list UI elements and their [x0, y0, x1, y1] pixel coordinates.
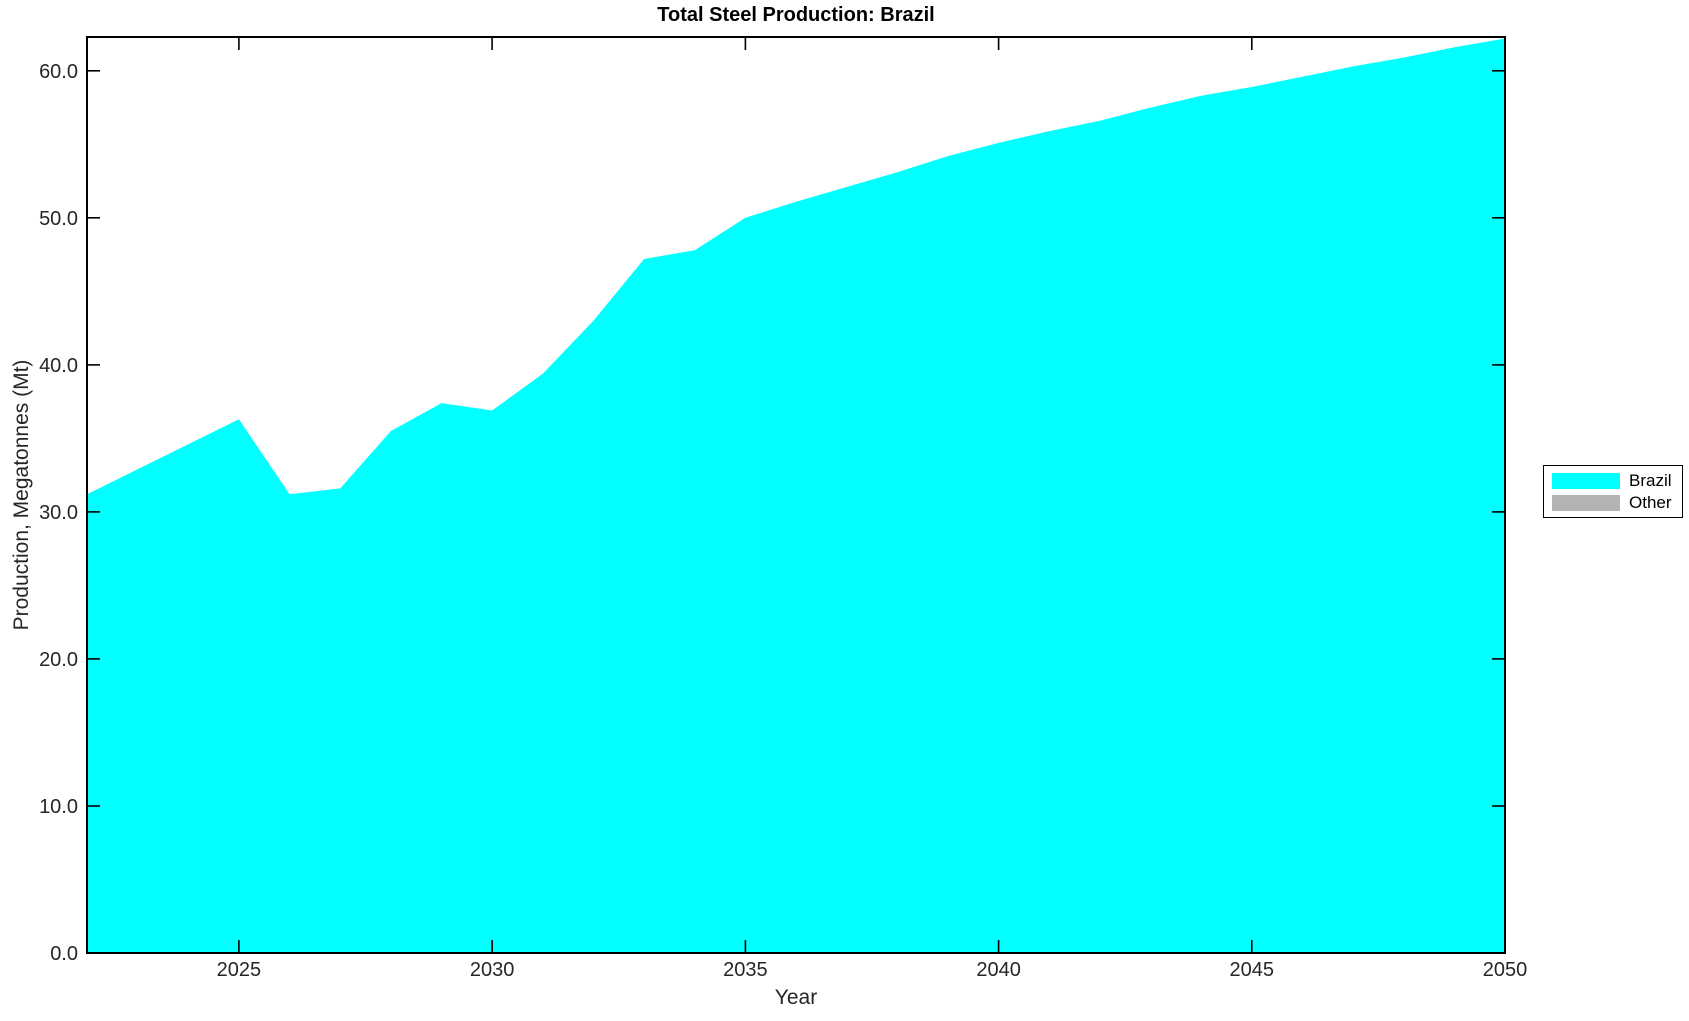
- y-tick-label: 50.0: [39, 208, 78, 230]
- legend-item-other: Other: [1552, 493, 1672, 512]
- plot-frame: [86, 36, 1506, 954]
- y-tick-label: 40.0: [39, 355, 78, 377]
- legend-swatch-brazil: [1552, 472, 1620, 489]
- legend-item-brazil: Brazil: [1552, 471, 1672, 490]
- legend-label: Brazil: [1629, 470, 1672, 490]
- chart-title: Total Steel Production: Brazil: [657, 4, 935, 26]
- y-tick-label: 20.0: [39, 649, 78, 671]
- y-tick-label: 60.0: [39, 61, 78, 83]
- y-tick-label: 10.0: [39, 796, 78, 818]
- x-tick-label: 2045: [1230, 959, 1275, 981]
- legend-label: Other: [1629, 492, 1672, 512]
- x-tick-label: 2040: [976, 959, 1021, 981]
- legend: Brazil Other: [1543, 465, 1683, 518]
- y-axis-label: Production, Megatonnes (Mt): [10, 359, 33, 631]
- x-axis-label: Year: [774, 986, 818, 1009]
- x-tick-label: 2035: [723, 959, 768, 981]
- x-tick-label: 2050: [1483, 959, 1528, 981]
- brazil-area: [87, 38, 1505, 953]
- x-tick-label: 2030: [470, 959, 515, 981]
- y-tick-label: 0.0: [50, 943, 78, 965]
- legend-swatch-other: [1552, 494, 1620, 511]
- y-tick-label: 30.0: [39, 502, 78, 524]
- x-tick-label: 2025: [217, 959, 262, 981]
